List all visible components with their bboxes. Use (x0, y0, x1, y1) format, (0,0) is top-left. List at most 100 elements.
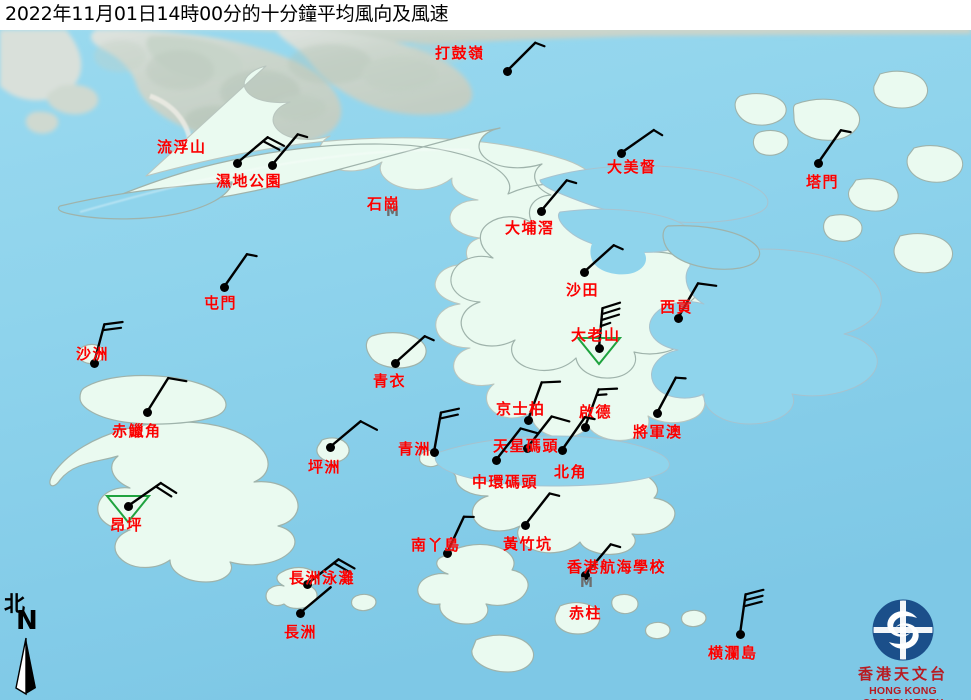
compass-label-en: N (16, 606, 38, 636)
station-label: 青洲 (398, 440, 432, 458)
station-label: 横瀾島 (708, 644, 758, 662)
station-dot (813, 158, 823, 168)
station-triangle-icon (104, 495, 152, 524)
wind-barb-icon (305, 558, 356, 586)
hk-geography (49, 127, 882, 673)
station-dot (594, 343, 604, 353)
station-label: 石崗 (367, 195, 401, 213)
missing-data-indicator: M (386, 205, 399, 220)
wind-barb-icon (505, 41, 546, 73)
station-dot (652, 408, 662, 418)
compass-label-cn: 北 (4, 592, 25, 616)
station-label: 黃竹坑 (503, 535, 553, 553)
station-label: 香港航海學校 (567, 558, 667, 576)
compass-needle-icon (15, 637, 36, 696)
wind-barb-icon (676, 282, 718, 320)
wind-barb-icon (583, 543, 622, 577)
station-dot (580, 570, 590, 580)
station-dot (89, 358, 99, 368)
station-label: 西貢 (660, 298, 694, 316)
wind-barb-icon (526, 380, 562, 422)
station-dot (579, 267, 589, 277)
hko-emblem-icon (872, 599, 934, 661)
station-label: 沙田 (566, 281, 600, 299)
station-dot (580, 422, 590, 432)
station-label: 中環碼頭 (472, 473, 539, 491)
station-label: 大埔滘 (505, 219, 555, 237)
station-label: 大老山 (571, 326, 621, 344)
station-label: 南丫島 (411, 536, 461, 554)
station-dot (536, 206, 546, 216)
station-dot (735, 629, 745, 639)
station-label: 長洲泳灘 (289, 569, 356, 587)
station-dot (557, 445, 567, 455)
wind-barb-icon (222, 253, 258, 289)
wind-barb-icon (432, 407, 461, 454)
station-dot (123, 501, 133, 511)
station-label: 塔門 (806, 173, 840, 191)
station-dot (142, 407, 152, 417)
wind-barb-icon (328, 420, 379, 449)
hko-logo: 香港天文台 HONG KONG OBSERVATORY (840, 598, 966, 700)
logo-text-cn: 香港天文台 (857, 665, 948, 683)
station-label: 濕地公園 (216, 172, 283, 190)
station-dot (520, 520, 530, 530)
wind-barb-icon (560, 416, 596, 452)
station-dot (523, 415, 533, 425)
wind-barb-icon (816, 129, 852, 165)
wind-barb-icon (655, 376, 687, 415)
station-label: 大美督 (607, 158, 657, 176)
station-dot (325, 442, 335, 452)
logo-text-en: HONG KONG OBSERVATORY (863, 685, 944, 700)
wind-barb-icon (582, 244, 624, 274)
wind-barb-icon (235, 136, 286, 165)
station-dot (390, 358, 400, 368)
wind-barb-icon (619, 128, 664, 155)
station-dot (267, 160, 277, 170)
station-dot (522, 443, 532, 453)
wind-barb-icon (597, 301, 622, 350)
station-label: 赤鱲角 (112, 422, 162, 440)
page-title: 2022年11月01日14時00分的十分鐘平均風向及風速 (5, 3, 449, 25)
station-label: 流浮山 (157, 138, 207, 156)
wind-barb-icon (92, 320, 124, 365)
station-label: 將軍澳 (633, 423, 683, 441)
station-label: 屯門 (204, 294, 238, 312)
wind-barb-icon (270, 133, 309, 167)
station-dot (616, 148, 626, 158)
station-dot (673, 313, 683, 323)
wind-barb-icon (525, 415, 571, 450)
station-dot (442, 548, 452, 558)
wind-barb-icon (523, 492, 561, 527)
river (149, 93, 193, 141)
station-dot (219, 282, 229, 292)
wind-barb-icon (126, 481, 178, 508)
wind-barb-icon (298, 586, 332, 615)
station-dot (429, 447, 439, 457)
station-label: 京士柏 (496, 400, 546, 418)
station-label: 打鼓嶺 (435, 44, 485, 62)
station-label: 青衣 (373, 372, 407, 390)
wind-barb-icon (583, 387, 619, 429)
station-label: 昂坪 (110, 516, 144, 534)
station-label: 沙洲 (76, 345, 110, 363)
station-label: 北角 (554, 463, 588, 481)
wind-barb-icon (145, 376, 188, 414)
missing-data-indicator: M (580, 576, 593, 591)
wind-barb-icon (445, 515, 475, 555)
title-bar: 2022年11月01日14時00分的十分鐘平均風向及風速 (0, 0, 971, 30)
station-dot (232, 158, 242, 168)
wind-barb-icon (738, 588, 765, 636)
station-label: 長洲 (284, 623, 318, 641)
station-label: 坪洲 (308, 458, 342, 476)
wind-barb-icon (539, 179, 578, 213)
wind-barb-icon (494, 427, 540, 462)
station-dot (295, 608, 305, 618)
station-dot (491, 455, 501, 465)
compass-rose: 北 N (4, 588, 64, 696)
station-dot (502, 66, 512, 76)
wind-barb-icon (393, 335, 435, 365)
station-dot (302, 579, 312, 589)
